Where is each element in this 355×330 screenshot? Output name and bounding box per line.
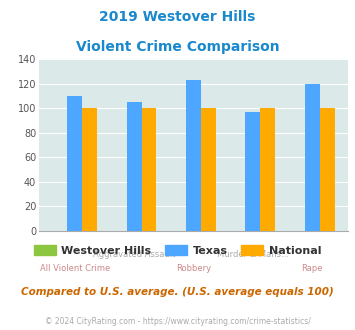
- Bar: [67, 96, 82, 231]
- Text: 2019 Westover Hills: 2019 Westover Hills: [99, 10, 256, 24]
- Bar: [245, 112, 260, 231]
- Bar: [142, 109, 156, 231]
- Text: Compared to U.S. average. (U.S. average equals 100): Compared to U.S. average. (U.S. average …: [21, 287, 334, 297]
- Bar: [186, 80, 201, 231]
- Text: All Violent Crime: All Violent Crime: [39, 264, 110, 273]
- Bar: [201, 109, 216, 231]
- Text: Robbery: Robbery: [176, 264, 211, 273]
- Text: Aggravated Assault: Aggravated Assault: [93, 250, 175, 259]
- Text: Violent Crime Comparison: Violent Crime Comparison: [76, 40, 279, 53]
- Text: Rape: Rape: [301, 264, 323, 273]
- Text: Murder & Mans...: Murder & Mans...: [217, 250, 289, 259]
- Bar: [127, 102, 142, 231]
- Text: © 2024 CityRating.com - https://www.cityrating.com/crime-statistics/: © 2024 CityRating.com - https://www.city…: [45, 317, 310, 326]
- Legend: Westover Hills, Texas, National: Westover Hills, Texas, National: [29, 241, 326, 260]
- Bar: [320, 109, 334, 231]
- Bar: [260, 109, 275, 231]
- Bar: [305, 84, 320, 231]
- Bar: [82, 109, 97, 231]
